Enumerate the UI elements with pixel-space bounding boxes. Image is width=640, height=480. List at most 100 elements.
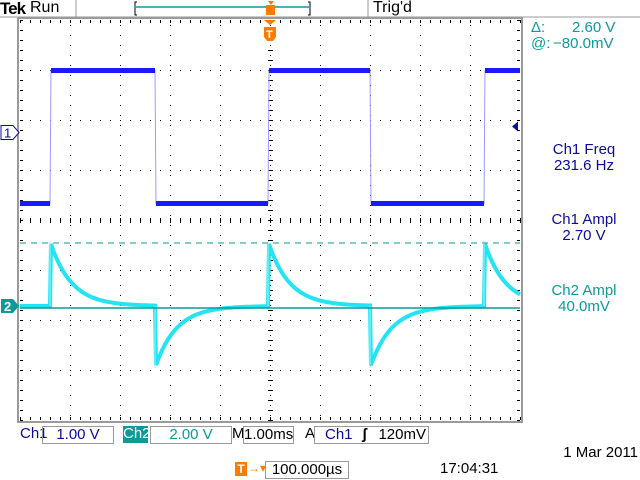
- grid-dot: [210, 270, 211, 271]
- grid-tick: [70, 20, 71, 23]
- grid-dot: [240, 170, 241, 171]
- trigger-offset-value[interactable]: 100.000µs: [265, 461, 349, 479]
- grid-dot: [170, 265, 171, 266]
- trigger-marker-icon: [264, 27, 276, 41]
- grid-tick: [190, 417, 191, 420]
- grid-dot: [170, 170, 171, 171]
- grid-dot: [320, 265, 321, 266]
- grid-tick: [268, 290, 273, 291]
- grid-tick: [20, 360, 23, 361]
- grid-tick: [370, 218, 371, 223]
- grid-tick: [110, 417, 111, 420]
- grid-dot: [70, 355, 71, 356]
- trigger-status: Trig'd: [373, 0, 412, 16]
- grid-dot: [380, 70, 381, 71]
- timebase-value[interactable]: 1.00ms: [243, 426, 294, 444]
- grid-tick: [420, 417, 421, 420]
- ch2-label[interactable]: Ch2: [123, 425, 151, 443]
- grid-dot: [470, 245, 471, 246]
- grid-dot: [320, 335, 321, 336]
- grid-dot: [410, 170, 411, 171]
- grid-tick: [510, 20, 511, 23]
- grid-dot: [80, 320, 81, 321]
- grid-tick: [90, 417, 91, 420]
- grid-dot: [170, 365, 171, 366]
- grid-dot: [430, 70, 431, 71]
- grid-dot: [240, 120, 241, 121]
- grid-dot: [340, 120, 341, 121]
- grid-tick: [268, 160, 273, 161]
- grid-tick: [270, 417, 271, 420]
- grid-tick: [500, 417, 501, 420]
- grid-tick: [160, 20, 161, 23]
- grid-dot: [120, 270, 121, 271]
- grid-tick: [280, 218, 281, 223]
- grid-dot: [170, 305, 171, 306]
- grid-tick: [360, 20, 361, 23]
- grid-dot: [320, 405, 321, 406]
- ch1-label[interactable]: Ch1: [20, 425, 48, 442]
- grid-dot: [110, 120, 111, 121]
- grid-dot: [110, 320, 111, 321]
- grid-dot: [470, 315, 471, 316]
- grid-dot: [320, 125, 321, 126]
- measurement-label: Ch2 Ampl: [551, 282, 617, 299]
- trigger-readout[interactable]: Ch1 ʃ 120mV: [314, 426, 429, 444]
- grid-tick: [517, 370, 520, 371]
- grid-dot: [370, 285, 371, 286]
- grid-tick: [517, 360, 520, 361]
- grid-tick: [290, 417, 291, 420]
- grid-tick: [20, 70, 23, 71]
- grid-dot: [230, 70, 231, 71]
- grid-dot: [80, 370, 81, 371]
- grid-tick: [268, 310, 273, 311]
- grid-tick: [310, 218, 311, 223]
- ch2-scale[interactable]: 2.00 V: [150, 426, 232, 444]
- grid-dot: [320, 370, 321, 371]
- grid-tick: [20, 220, 23, 221]
- grid-dot: [300, 170, 301, 171]
- grid-dot: [170, 370, 171, 371]
- grid-tick: [268, 340, 273, 341]
- grid-dot: [420, 225, 421, 226]
- grid-tick: [268, 100, 273, 101]
- grid-dot: [450, 370, 451, 371]
- grid-tick: [350, 417, 351, 420]
- grid-dot: [470, 395, 471, 396]
- grid-dot: [260, 270, 261, 271]
- run-state[interactable]: Run: [30, 0, 60, 16]
- ch1-scale[interactable]: 1.00 V: [42, 426, 114, 444]
- grid-dot: [270, 325, 271, 326]
- grid-dot: [270, 225, 271, 226]
- grid-dot: [60, 370, 61, 371]
- grid-dot: [50, 370, 51, 371]
- grid-tick: [268, 400, 273, 401]
- grid-dot: [420, 175, 421, 176]
- grid-dot: [170, 145, 171, 146]
- grid-dot: [270, 215, 271, 216]
- grid-tick: [268, 180, 273, 181]
- grid-tick: [220, 20, 221, 23]
- grid-dot: [130, 320, 131, 321]
- grid-dot: [80, 270, 81, 271]
- grid-dot: [90, 370, 91, 371]
- grid-dot: [440, 70, 441, 71]
- grid-dot: [80, 120, 81, 121]
- grid-tick: [517, 230, 520, 231]
- grid-dot: [70, 375, 71, 376]
- time: 17:04:31: [440, 460, 499, 477]
- grid-tick: [130, 417, 131, 420]
- grid-dot: [60, 320, 61, 321]
- grid-dot: [70, 395, 71, 396]
- grid-dot: [70, 85, 71, 86]
- grid-tick: [200, 417, 201, 420]
- grid-tick: [130, 218, 131, 223]
- grid-dot: [220, 325, 221, 326]
- grid-dot: [470, 145, 471, 146]
- grid-tick: [150, 20, 151, 23]
- grid-dot: [70, 185, 71, 186]
- grid-dot: [370, 205, 371, 206]
- grid-dot: [230, 170, 231, 171]
- grid-dot: [400, 270, 401, 271]
- grid-dot: [170, 285, 171, 286]
